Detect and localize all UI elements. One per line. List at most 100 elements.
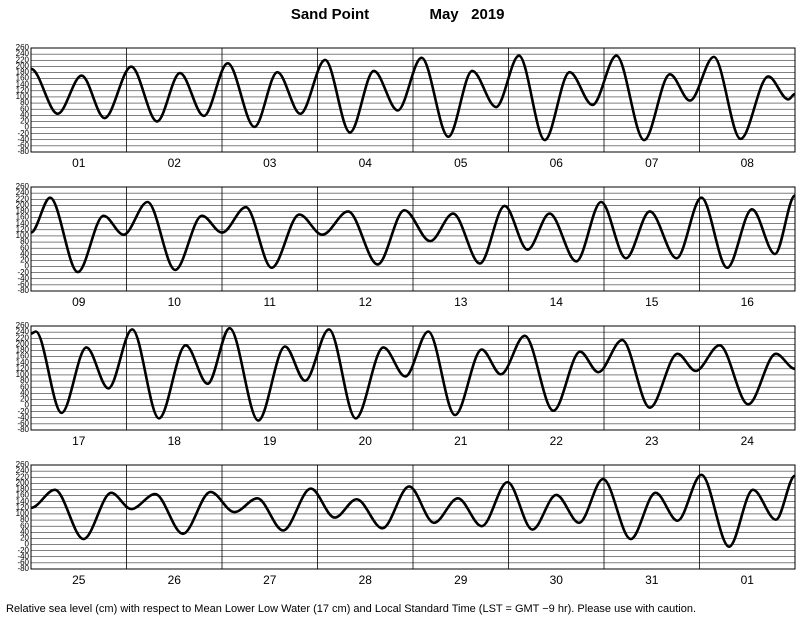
- y-tick-label: 80: [20, 237, 29, 246]
- x-tick-label: 11: [264, 295, 277, 309]
- y-tick-label: 200: [16, 478, 30, 487]
- y-tick-label: 60: [20, 521, 29, 530]
- y-tick-label: 240: [16, 466, 30, 475]
- y-tick-label: 220: [16, 194, 30, 203]
- y-tick-label: 20: [20, 395, 29, 404]
- y-tick-label: 180: [16, 485, 30, 494]
- x-tick-label: 15: [645, 295, 659, 309]
- x-tick-label: 09: [72, 295, 86, 309]
- y-tick-label: 180: [16, 346, 30, 355]
- y-tick-label: 220: [16, 472, 30, 481]
- y-tick-label: 160: [16, 352, 30, 361]
- plot-frame: [30, 325, 796, 431]
- y-tick-label: -60: [17, 558, 29, 567]
- y-tick-label: -40: [17, 413, 29, 422]
- y-tick-label: -80: [17, 425, 29, 434]
- y-tick-label: 40: [20, 527, 29, 536]
- y-tick-label: 200: [16, 339, 30, 348]
- x-tick-label: 28: [359, 573, 373, 587]
- x-tick-label: 14: [550, 295, 564, 309]
- y-tick-label: -80: [17, 147, 29, 156]
- x-tick-label: 17: [72, 434, 86, 448]
- x-tick-label: 26: [168, 573, 182, 587]
- plot-frame: [30, 186, 796, 292]
- y-tick-label: -40: [17, 135, 29, 144]
- x-tick-label: 03: [263, 156, 277, 170]
- y-tick-label: 200: [16, 200, 30, 209]
- x-tick-label: 23: [645, 434, 659, 448]
- y-tick-label: 0: [25, 123, 30, 132]
- y-tick-label: 80: [20, 98, 29, 107]
- y-tick-label: 160: [16, 213, 30, 222]
- subtitle: May 2019: [429, 6, 504, 23]
- x-tick-label: 18: [168, 434, 182, 448]
- y-tick-label: -20: [17, 129, 29, 138]
- y-tick-label: 0: [25, 401, 30, 410]
- y-tick-label: 40: [20, 110, 29, 119]
- y-tick-label: 260: [16, 43, 30, 52]
- y-tick-label: 100: [16, 92, 30, 101]
- y-tick-label: 200: [16, 61, 30, 70]
- x-tick-label: 01: [741, 573, 755, 587]
- x-tick-label: 21: [454, 434, 468, 448]
- y-tick-label: 240: [16, 188, 30, 197]
- y-tick-label: -20: [17, 407, 29, 416]
- y-tick-label: 240: [16, 327, 30, 336]
- tide-curve: [30, 54, 796, 142]
- y-tick-label: -80: [17, 564, 29, 573]
- x-tick-label: 02: [168, 156, 182, 170]
- y-tick-label: 80: [20, 515, 29, 524]
- y-tick-label: 140: [16, 80, 30, 89]
- x-tick-label: 16: [741, 295, 755, 309]
- x-tick-label: 22: [550, 434, 564, 448]
- y-tick-label: -20: [17, 546, 29, 555]
- x-tick-label: 01: [72, 156, 86, 170]
- y-tick-label: 60: [20, 243, 29, 252]
- y-tick-label: 140: [16, 219, 30, 228]
- y-tick-label: 180: [16, 207, 30, 216]
- y-tick-label: 60: [20, 382, 29, 391]
- y-tick-label: 120: [16, 364, 30, 373]
- title: Sand Point: [291, 6, 369, 23]
- y-tick-label: 220: [16, 55, 30, 64]
- y-tick-label: -40: [17, 552, 29, 561]
- x-tick-label: 25: [72, 573, 86, 587]
- x-tick-label: 27: [263, 573, 277, 587]
- y-tick-label: -60: [17, 141, 29, 150]
- y-tick-label: 120: [16, 225, 30, 234]
- y-tick-label: 20: [20, 117, 29, 126]
- y-tick-label: 160: [16, 74, 30, 83]
- plot-frame: [30, 47, 796, 153]
- y-tick-label: 60: [20, 104, 29, 113]
- x-tick-label: 31: [645, 573, 659, 587]
- x-tick-label: 24: [741, 434, 755, 448]
- y-tick-label: 100: [16, 509, 30, 518]
- plot-frame: [30, 464, 796, 570]
- y-tick-label: 140: [16, 358, 30, 367]
- x-tick-label: 07: [645, 156, 659, 170]
- y-tick-label: 260: [16, 182, 30, 191]
- x-tick-label: 13: [454, 295, 468, 309]
- y-tick-label: 260: [16, 321, 30, 330]
- x-tick-label: 10: [168, 295, 182, 309]
- x-tick-label: 04: [359, 156, 373, 170]
- tide-curve: [30, 326, 796, 422]
- y-tick-label: -60: [17, 419, 29, 428]
- x-tick-label: 19: [263, 434, 277, 448]
- y-tick-label: 120: [16, 86, 30, 95]
- y-tick-label: 260: [16, 460, 30, 469]
- y-tick-label: -80: [17, 286, 29, 295]
- footnote: Relative sea level (cm) with respect to …: [6, 603, 696, 615]
- x-tick-label: 05: [454, 156, 468, 170]
- y-tick-label: 160: [16, 491, 30, 500]
- x-tick-label: 06: [550, 156, 564, 170]
- y-tick-label: 120: [16, 503, 30, 512]
- y-tick-label: 80: [20, 376, 29, 385]
- x-tick-label: 12: [359, 295, 373, 309]
- y-tick-label: 20: [20, 534, 29, 543]
- y-tick-label: 100: [16, 231, 30, 240]
- x-tick-label: 30: [550, 573, 564, 587]
- y-tick-label: 0: [25, 540, 30, 549]
- tide-curve: [30, 473, 797, 548]
